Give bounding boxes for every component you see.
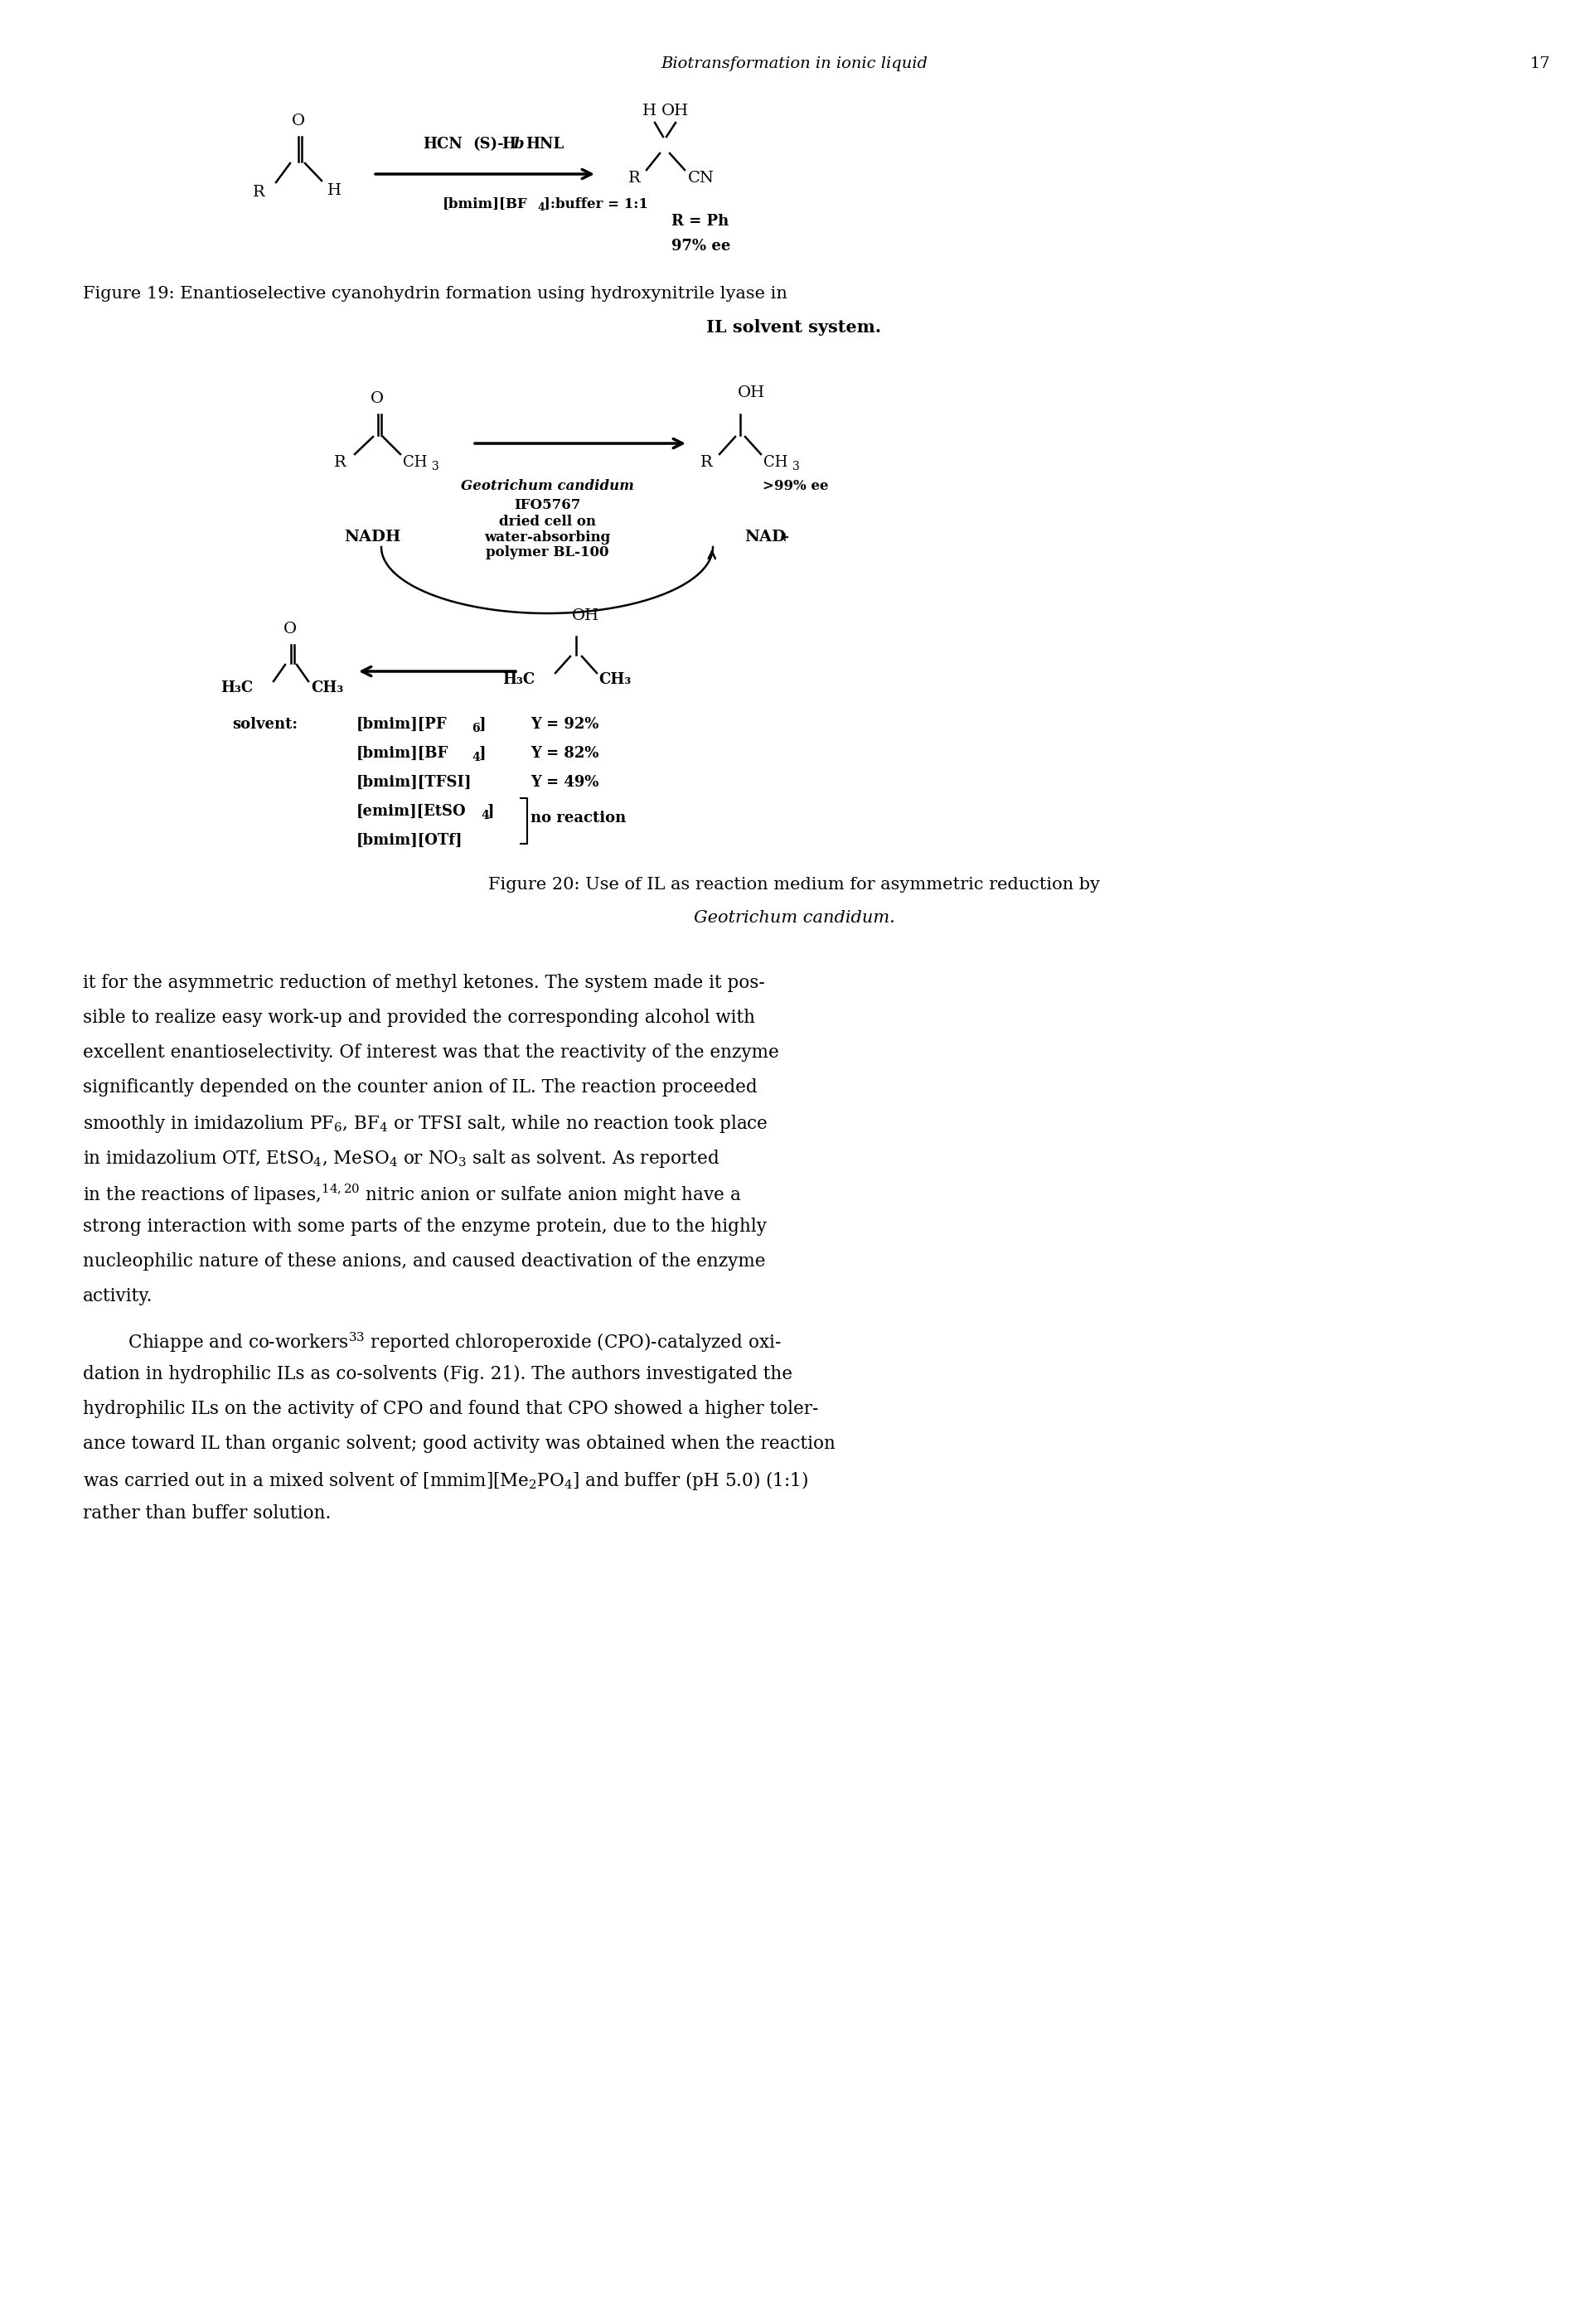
Text: CN: CN xyxy=(688,170,715,186)
Text: HCN: HCN xyxy=(423,137,462,151)
Text: Geotrichum candidum: Geotrichum candidum xyxy=(461,479,634,493)
Text: (S)-: (S)- xyxy=(472,137,504,151)
Text: 97% ee: 97% ee xyxy=(672,239,731,253)
Text: 3: 3 xyxy=(432,460,439,472)
Text: [bmim][OTf]: [bmim][OTf] xyxy=(356,832,462,848)
Text: Biotransformation in ionic liquid: Biotransformation in ionic liquid xyxy=(661,56,928,72)
Text: Y = 82%: Y = 82% xyxy=(531,746,599,760)
Text: water-absorbing: water-absorbing xyxy=(485,530,610,544)
Text: strong interaction with some parts of the enzyme protein, due to the highly: strong interaction with some parts of th… xyxy=(83,1218,767,1236)
Text: [bmim][BF: [bmim][BF xyxy=(356,746,448,760)
Text: in the reactions of lipases,$^{14,20}$ nitric anion or sulfate anion might have : in the reactions of lipases,$^{14,20}$ n… xyxy=(83,1183,742,1206)
Text: H: H xyxy=(642,105,656,119)
Text: Geotrichum candidum.: Geotrichum candidum. xyxy=(693,911,895,925)
Text: excellent enantioselectivity. Of interest was that the reactivity of the enzyme: excellent enantioselectivity. Of interes… xyxy=(83,1043,779,1062)
Text: 4: 4 xyxy=(537,202,545,214)
Text: H: H xyxy=(327,184,342,198)
Text: IL solvent system.: IL solvent system. xyxy=(707,318,882,335)
Text: [bmim][BF: [bmim][BF xyxy=(442,198,528,211)
Text: OH: OH xyxy=(737,386,766,400)
Text: was carried out in a mixed solvent of [mmim][Me$_2$PO$_4$] and buffer (pH 5.0) (: was carried out in a mixed solvent of [m… xyxy=(83,1469,809,1492)
Text: 4: 4 xyxy=(472,751,480,762)
Text: sible to realize easy work-up and provided the corresponding alcohol with: sible to realize easy work-up and provid… xyxy=(83,1009,755,1027)
Text: significantly depended on the counter anion of IL. The reaction proceeded: significantly depended on the counter an… xyxy=(83,1078,758,1097)
Text: H₃C: H₃C xyxy=(221,681,253,695)
Text: CH₃: CH₃ xyxy=(311,681,343,695)
Text: R: R xyxy=(253,186,265,200)
Text: dation in hydrophilic ILs as co-solvents (Fig. 21). The authors investigated the: dation in hydrophilic ILs as co-solvents… xyxy=(83,1364,793,1383)
Text: [bmim][TFSI]: [bmim][TFSI] xyxy=(356,774,472,790)
Text: OH: OH xyxy=(572,609,599,623)
Text: dried cell on: dried cell on xyxy=(499,514,596,530)
Text: in imidazolium OTf, EtSO$_4$, MeSO$_4$ or NO$_3$ salt as solvent. As reported: in imidazolium OTf, EtSO$_4$, MeSO$_4$ o… xyxy=(83,1148,720,1169)
Text: O: O xyxy=(370,390,385,407)
Text: rather than buffer solution.: rather than buffer solution. xyxy=(83,1504,331,1522)
Text: H: H xyxy=(502,137,515,151)
Text: no reaction: no reaction xyxy=(531,811,626,825)
Text: +: + xyxy=(779,532,788,544)
Text: Y = 49%: Y = 49% xyxy=(531,774,599,790)
Text: CH₃: CH₃ xyxy=(599,672,631,688)
Text: O: O xyxy=(292,114,305,128)
Text: activity.: activity. xyxy=(83,1287,153,1306)
Text: 6: 6 xyxy=(472,723,480,734)
Text: solvent:: solvent: xyxy=(232,716,297,732)
Text: >99% ee: >99% ee xyxy=(763,479,828,493)
Text: CH: CH xyxy=(763,456,788,469)
Text: [emim][EtSO: [emim][EtSO xyxy=(356,804,466,818)
Text: R = Ph: R = Ph xyxy=(672,214,729,228)
Text: ance toward IL than organic solvent; good activity was obtained when the reactio: ance toward IL than organic solvent; goo… xyxy=(83,1434,836,1452)
Text: NADH: NADH xyxy=(343,530,400,544)
Text: nucleophilic nature of these anions, and caused deactivation of the enzyme: nucleophilic nature of these anions, and… xyxy=(83,1253,766,1271)
Text: ]:buffer = 1:1: ]:buffer = 1:1 xyxy=(543,198,648,211)
Text: OH: OH xyxy=(661,105,690,119)
Text: IFO5767: IFO5767 xyxy=(513,497,580,511)
Text: ]: ] xyxy=(480,716,486,732)
Text: Chiappe and co-workers$^{33}$ reported chloroperoxide (CPO)-catalyzed oxi-: Chiappe and co-workers$^{33}$ reported c… xyxy=(83,1329,782,1355)
Text: O: O xyxy=(283,621,297,637)
Text: R: R xyxy=(701,456,713,469)
Text: it for the asymmetric reduction of methyl ketones. The system made it pos-: it for the asymmetric reduction of methy… xyxy=(83,974,764,992)
Text: 4: 4 xyxy=(481,809,489,820)
Text: Figure 19: Enantioselective cyanohydrin formation using hydroxynitrile lyase in: Figure 19: Enantioselective cyanohydrin … xyxy=(83,286,788,302)
Text: H₃C: H₃C xyxy=(502,672,534,688)
Text: Figure 20: Use of IL as reaction medium for asymmetric reduction by: Figure 20: Use of IL as reaction medium … xyxy=(488,876,1100,892)
Text: R: R xyxy=(334,456,346,469)
Text: HNL: HNL xyxy=(526,137,564,151)
Text: [bmim][PF: [bmim][PF xyxy=(356,716,448,732)
Text: b: b xyxy=(513,137,524,151)
Text: smoothly in imidazolium PF$_6$, BF$_4$ or TFSI salt, while no reaction took plac: smoothly in imidazolium PF$_6$, BF$_4$ o… xyxy=(83,1113,767,1134)
Text: R: R xyxy=(629,170,640,186)
Text: 17: 17 xyxy=(1530,56,1549,72)
Text: 3: 3 xyxy=(793,460,799,472)
Text: hydrophilic ILs on the activity of CPO and found that CPO showed a higher toler-: hydrophilic ILs on the activity of CPO a… xyxy=(83,1399,818,1418)
Text: ]: ] xyxy=(480,746,486,760)
Text: NAD: NAD xyxy=(744,530,787,544)
Text: Y = 92%: Y = 92% xyxy=(531,716,599,732)
Text: polymer BL-100: polymer BL-100 xyxy=(486,546,609,560)
Text: ]: ] xyxy=(488,804,494,818)
Text: CH: CH xyxy=(404,456,427,469)
